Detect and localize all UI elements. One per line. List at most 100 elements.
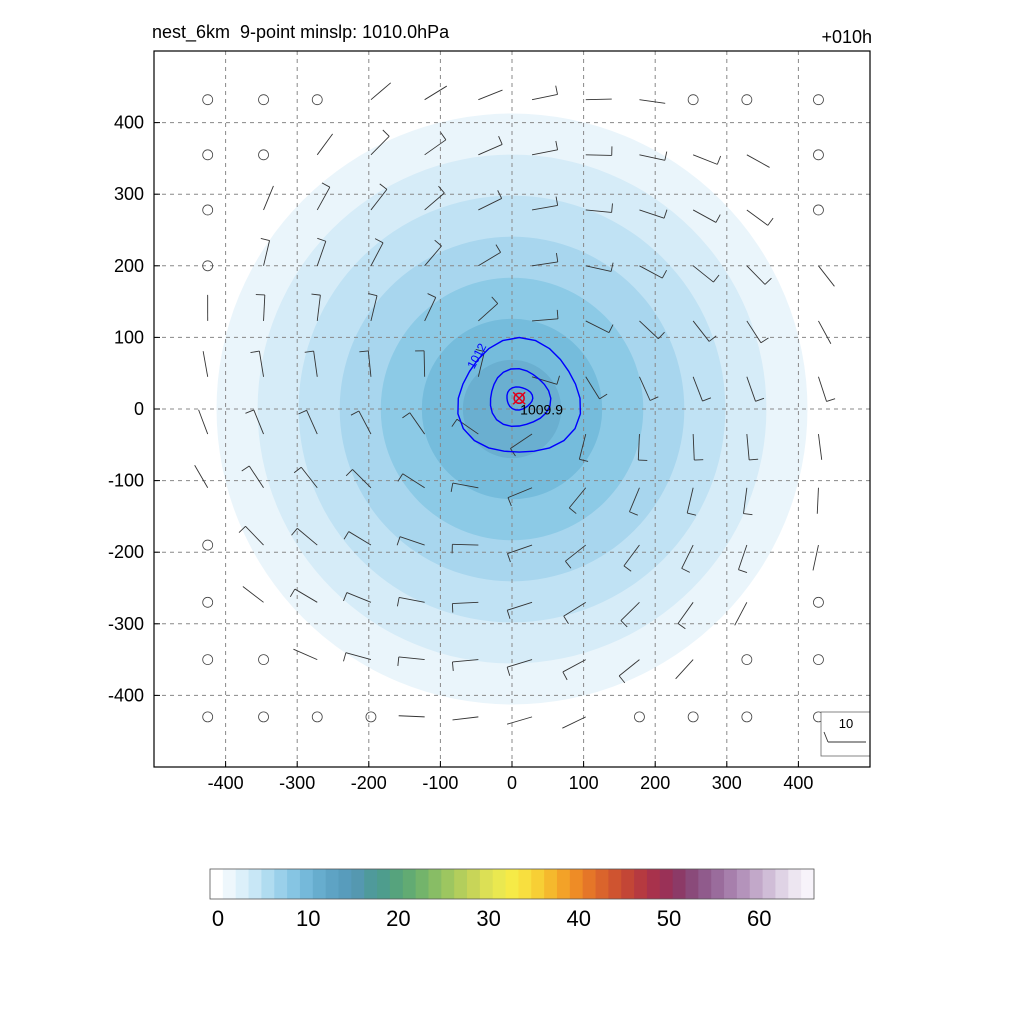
calm-wind-circle (813, 149, 824, 161)
colorbar-swatch (544, 869, 558, 899)
wind-barb-feather (677, 623, 686, 630)
y-tick-label: 300 (114, 184, 144, 204)
colorbar-swatch (222, 869, 237, 899)
wind-barb-shaft (424, 297, 437, 322)
wind-barb-feather (298, 409, 307, 415)
wind-barb-shaft (620, 601, 640, 621)
wind-barb-feather (620, 620, 628, 628)
wind-barb-shaft (352, 469, 372, 489)
wind-barb-shaft (367, 350, 372, 377)
colorbar-swatch (351, 869, 365, 899)
wind-barb-feather (379, 183, 388, 190)
calm-wind-circle (202, 149, 214, 161)
wind-barb-feather (743, 513, 753, 516)
wind-barb-feather (738, 569, 748, 573)
colorbar-swatch (389, 869, 404, 899)
storm-center-marker (513, 392, 525, 405)
wind-barb-shaft (818, 376, 827, 402)
wind-barb-feather (755, 397, 765, 402)
wind-barb-shaft (402, 473, 425, 489)
colorbar-swatch (582, 869, 597, 899)
wind-barb-feather (397, 473, 404, 482)
wind-barb-shaft (370, 136, 390, 156)
wind-barb-shaft (746, 376, 756, 402)
wind-barb-shaft (297, 528, 318, 546)
pressure-contour (457, 336, 582, 453)
colorbar-swatch (338, 869, 352, 899)
wind-barb-feather (767, 217, 774, 226)
wind-barb-shaft (746, 209, 769, 226)
wind-barb-shaft (585, 209, 612, 213)
wind-barb-shaft (506, 716, 533, 725)
wind-barb-shaft (565, 544, 587, 562)
colorbar-swatch (724, 869, 738, 899)
pressure-contour (506, 386, 534, 411)
colorbar-swatch (248, 869, 262, 899)
wind-barb-shaft (316, 186, 331, 211)
calm-wind-circle (202, 596, 214, 608)
wind-barb-feather (427, 293, 436, 298)
calm-wind-circle (634, 711, 645, 723)
wind-barb-shaft (452, 543, 479, 546)
colorbar-swatch (749, 869, 764, 899)
colorbar-swatch (762, 869, 776, 899)
wind-barb-feather (506, 610, 511, 619)
wind-barb-shaft (316, 133, 333, 156)
wind-barb-feather (434, 239, 442, 247)
wind-barb-feather (343, 652, 347, 662)
wind-barb-shaft (563, 601, 586, 617)
wind-barb-shaft (637, 434, 640, 461)
wind-key-feather (823, 731, 829, 743)
wind-barb-feather (343, 531, 350, 540)
wind-barb-shaft (478, 198, 502, 211)
wind-barb-feather (556, 375, 560, 385)
wind-barb-shaft (248, 465, 264, 489)
wind-barb-shaft (478, 144, 503, 156)
wind-barb-feather (396, 536, 401, 546)
wind-barb-shaft (263, 185, 274, 211)
forecast-hour-label: +010h (821, 27, 872, 47)
wind-barb-feather (681, 567, 690, 573)
wind-barb-feather (716, 155, 722, 165)
wind-barb-feather (241, 465, 250, 472)
wind-barb-shaft (585, 376, 600, 400)
wind-barb-shaft (623, 544, 640, 567)
wind-barb-feather (555, 196, 559, 206)
wind-barb-feather (562, 671, 568, 681)
calm-wind-circle (311, 94, 323, 106)
wind-barb-feather (250, 350, 260, 354)
wind-barb-feather (610, 262, 614, 272)
colorbar-swatch (736, 869, 751, 899)
wind-key: 10 (820, 711, 870, 757)
wind-barb-shaft (478, 251, 501, 267)
y-tick-label: 0 (134, 399, 144, 419)
wind-barb-shaft (578, 433, 587, 460)
calm-wind-circle (813, 94, 824, 106)
wind-barb-shaft (734, 602, 748, 626)
wind-barb-feather (664, 151, 668, 161)
calm-wind-circle (687, 94, 699, 106)
calm-wind-circle (258, 654, 269, 665)
wind-barb-feather (345, 469, 353, 477)
wind-barb-shaft (531, 149, 558, 156)
colorbar-swatch (467, 869, 481, 899)
wind-barb-shaft (294, 588, 318, 603)
wind-barb-feather (440, 132, 447, 141)
wind-barb-shaft (423, 350, 426, 377)
wind-barb-shaft (585, 98, 612, 101)
wind-barb-feather (245, 409, 254, 414)
wind-barb-shaft (746, 434, 750, 460)
wind-barb-shaft (316, 241, 327, 266)
wind-barb-feather (661, 269, 668, 279)
y-tick-label: -300 (108, 614, 144, 634)
colorbar-tick-label: 60 (747, 906, 771, 931)
wind-barb-feather (498, 136, 503, 145)
wind-barb-shaft (818, 434, 823, 460)
x-tick-label: 400 (783, 773, 813, 793)
x-tick-label: 0 (507, 773, 517, 793)
wind-barb-shaft (639, 376, 651, 401)
wind-barbs (194, 82, 836, 729)
wind-barb-feather (359, 350, 369, 353)
wind-barb-shaft (399, 596, 425, 603)
